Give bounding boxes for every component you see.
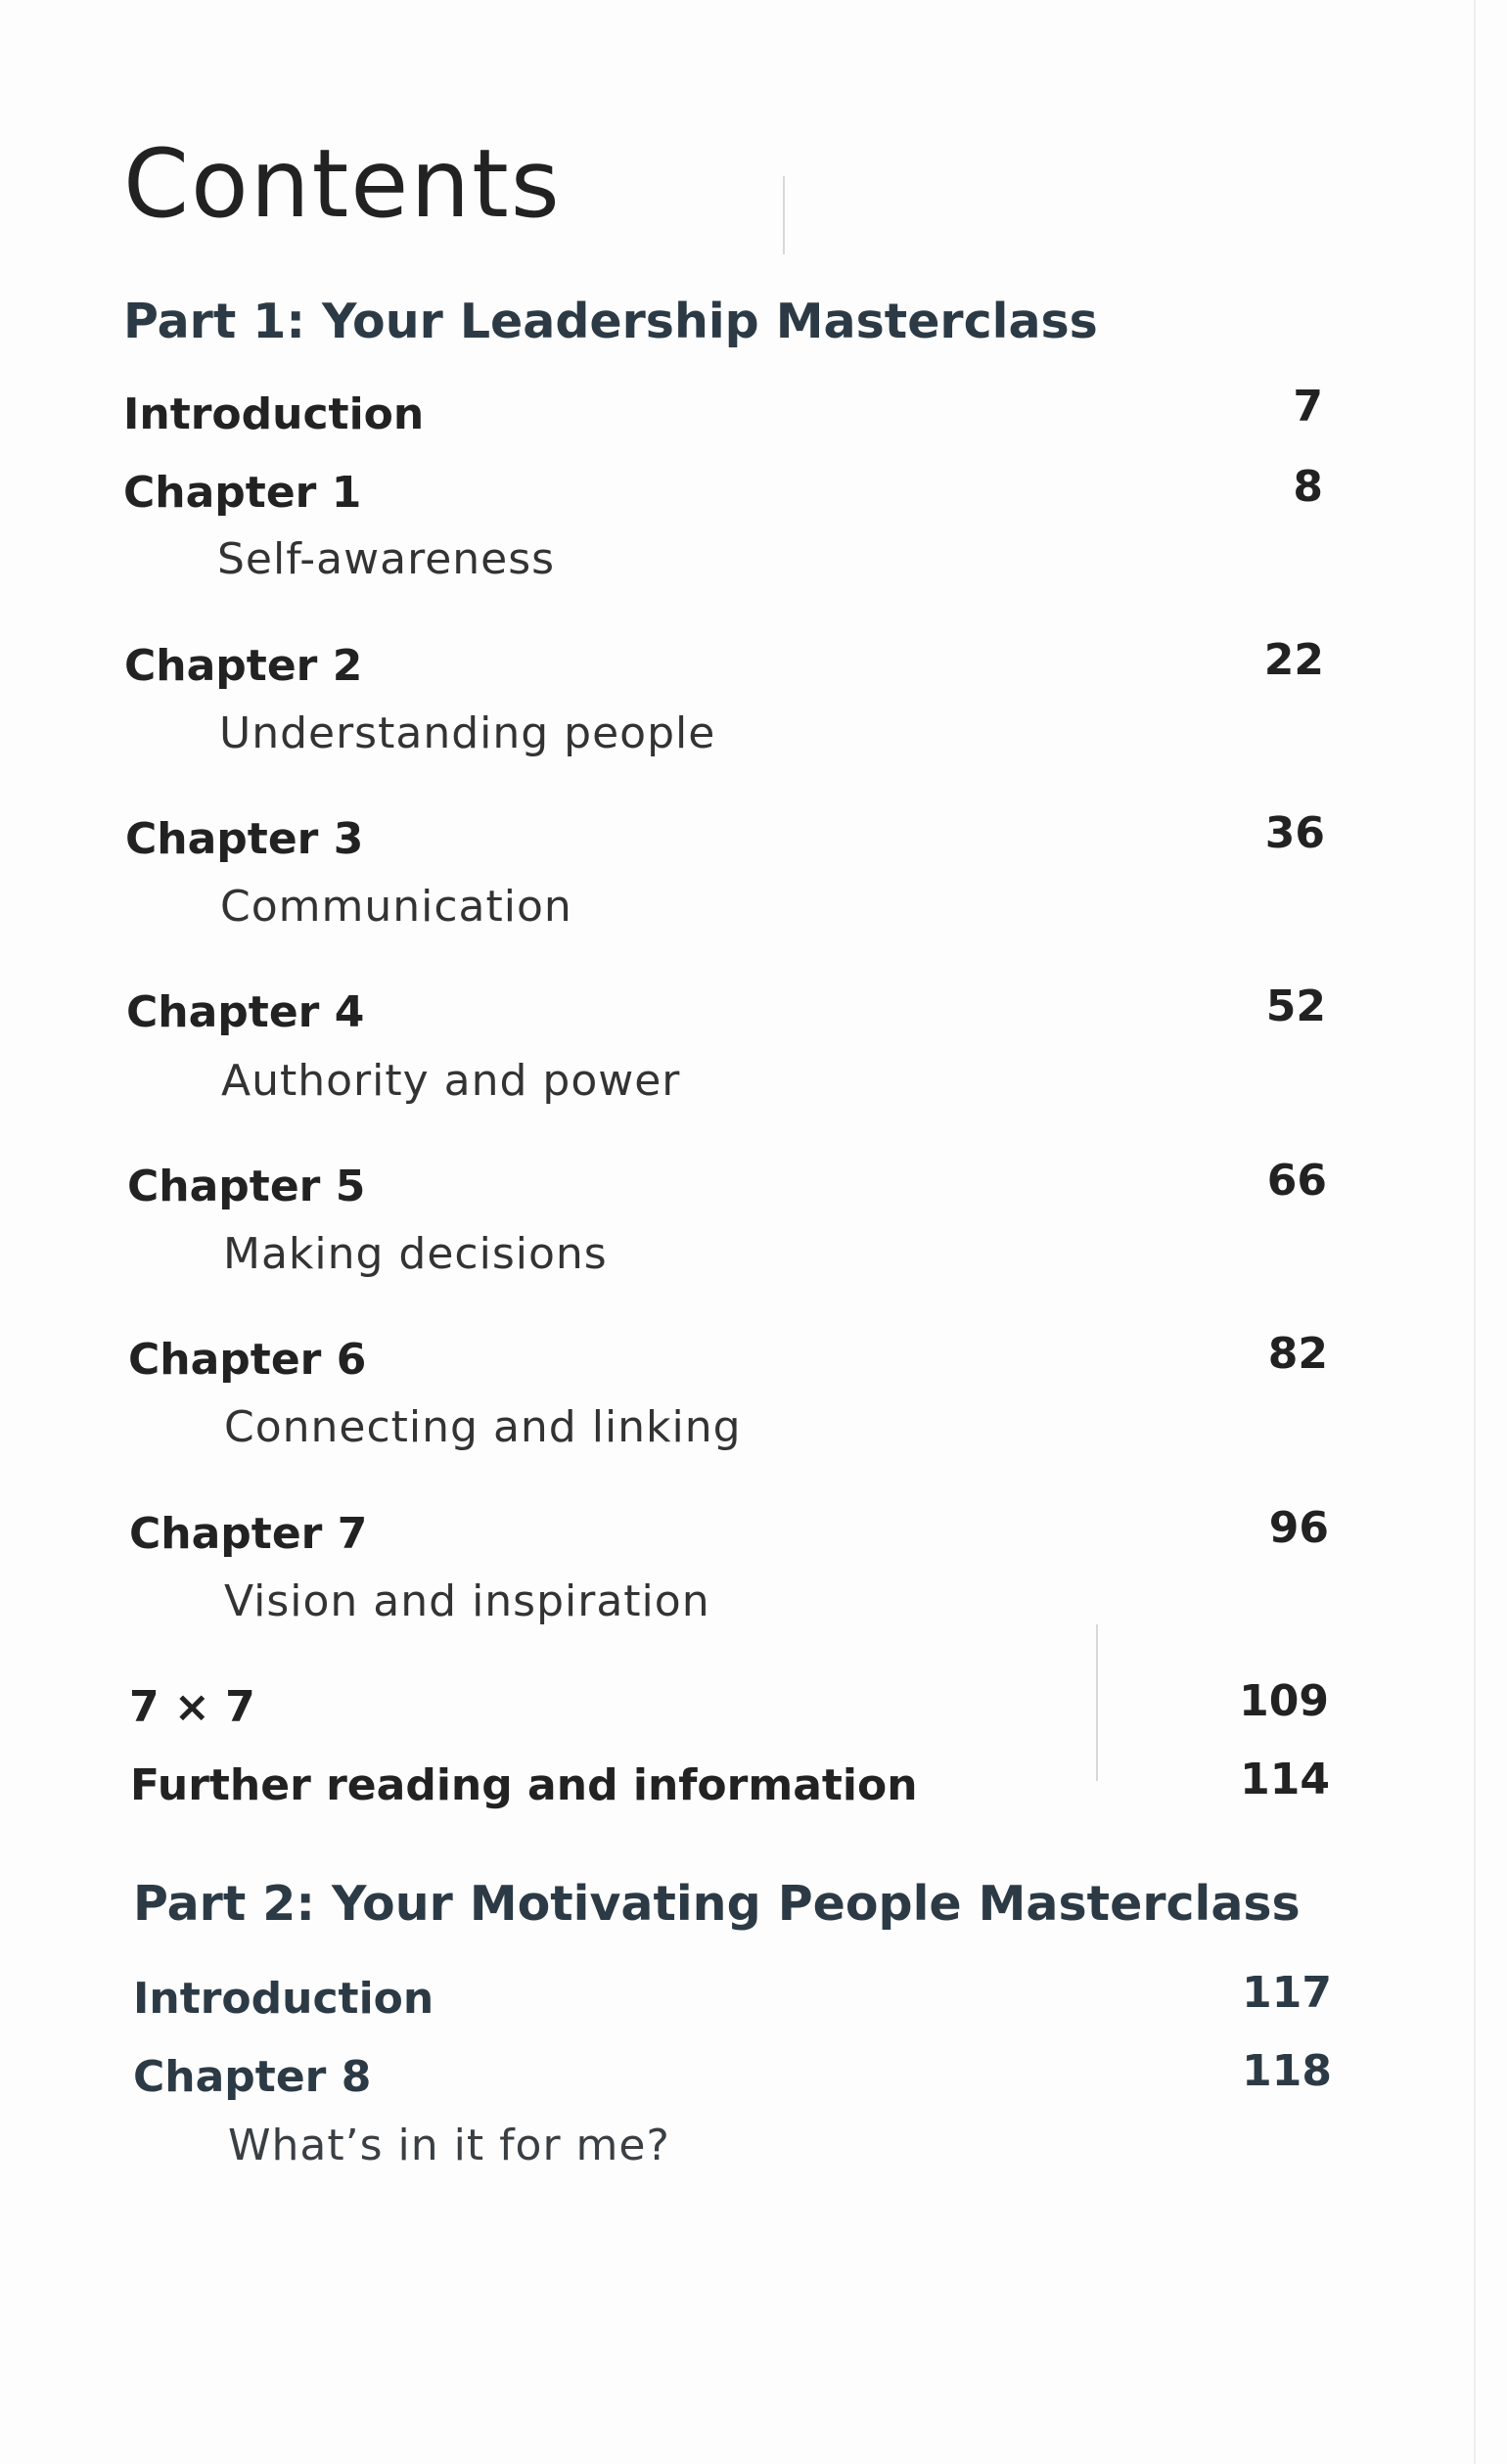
toc-page-number: 66 (1266, 1156, 1327, 1206)
toc-chapter-subtitle: Understanding people (219, 708, 716, 758)
toc-chapter-subtitle: Self-awareness (217, 534, 556, 584)
part-1-heading: Part 1: Your Leadership Masterclass (123, 294, 1098, 349)
scan-artifact-line (1474, 0, 1476, 2464)
toc-page-number: 52 (1265, 981, 1326, 1031)
toc-entry-label: Chapter 2 (124, 641, 363, 691)
toc-chapter-subtitle: What’s in it for me? (228, 2121, 670, 2170)
toc-page-number: 7 (1293, 382, 1323, 432)
toc-entry-chapter-8[interactable]: Chapter 8 118 (0, 2046, 1507, 2111)
toc-page-number: 109 (1239, 1676, 1329, 1726)
toc-entry-label: Chapter 6 (128, 1335, 367, 1385)
toc-entry-part-2-introduction[interactable]: Introduction 117 (0, 1968, 1507, 2032)
toc-chapter-subtitle: Making decisions (223, 1229, 608, 1279)
toc-entry-label: Introduction (123, 389, 425, 439)
toc-entry-label: 7 × 7 (129, 1682, 255, 1732)
toc-entry-7x7[interactable]: 7 × 7 109 (0, 1676, 1507, 1741)
toc-entry-chapter-1[interactable]: Chapter 1 8 (0, 462, 1507, 526)
toc-page-number: 8 (1293, 462, 1323, 512)
toc-entry-label: Chapter 1 (123, 468, 362, 518)
toc-entry-label: Chapter 3 (125, 814, 364, 864)
toc-entry-chapter-3[interactable]: Chapter 3 36 (0, 808, 1507, 873)
toc-page-number: 117 (1242, 1968, 1332, 2018)
toc-entry-chapter-2[interactable]: Chapter 2 22 (0, 635, 1507, 700)
toc-entry-chapter-6[interactable]: Chapter 6 82 (0, 1329, 1507, 1393)
toc-entry-label: Chapter 5 (127, 1162, 366, 1211)
toc-chapter-subtitle: Communication (220, 882, 572, 932)
toc-page-number: 114 (1240, 1755, 1330, 1804)
toc-entry-label: Chapter 8 (133, 2052, 372, 2102)
toc-page-number: 82 (1267, 1329, 1328, 1379)
toc-page-number: 36 (1264, 808, 1325, 858)
toc-page-number: 22 (1263, 635, 1324, 685)
page-title: Contents (123, 129, 562, 239)
toc-entry-label: Chapter 4 (126, 987, 365, 1037)
toc-entry-chapter-5[interactable]: Chapter 5 66 (0, 1156, 1507, 1220)
part-2-heading: Part 2: Your Motivating People Mastercla… (133, 1876, 1301, 1932)
toc-entry-label: Further reading and information (130, 1760, 918, 1810)
toc-entry-chapter-7[interactable]: Chapter 7 96 (0, 1503, 1507, 1568)
scan-artifact-line (1096, 1624, 1098, 1781)
toc-chapter-subtitle: Authority and power (221, 1056, 681, 1106)
toc-page-number: 118 (1242, 2046, 1332, 2096)
toc-chapter-subtitle: Connecting and linking (224, 1402, 742, 1452)
toc-entry-label: Introduction (133, 1974, 434, 2024)
toc-entry-further-reading[interactable]: Further reading and information 114 (0, 1755, 1507, 1819)
toc-page-number: 96 (1268, 1503, 1329, 1553)
toc-entry-introduction[interactable]: Introduction 7 (0, 382, 1507, 448)
toc-entry-chapter-4[interactable]: Chapter 4 52 (0, 981, 1507, 1046)
toc-chapter-subtitle: Vision and inspiration (224, 1576, 710, 1626)
toc-entry-label: Chapter 7 (129, 1509, 368, 1559)
scan-artifact-line (783, 176, 785, 254)
